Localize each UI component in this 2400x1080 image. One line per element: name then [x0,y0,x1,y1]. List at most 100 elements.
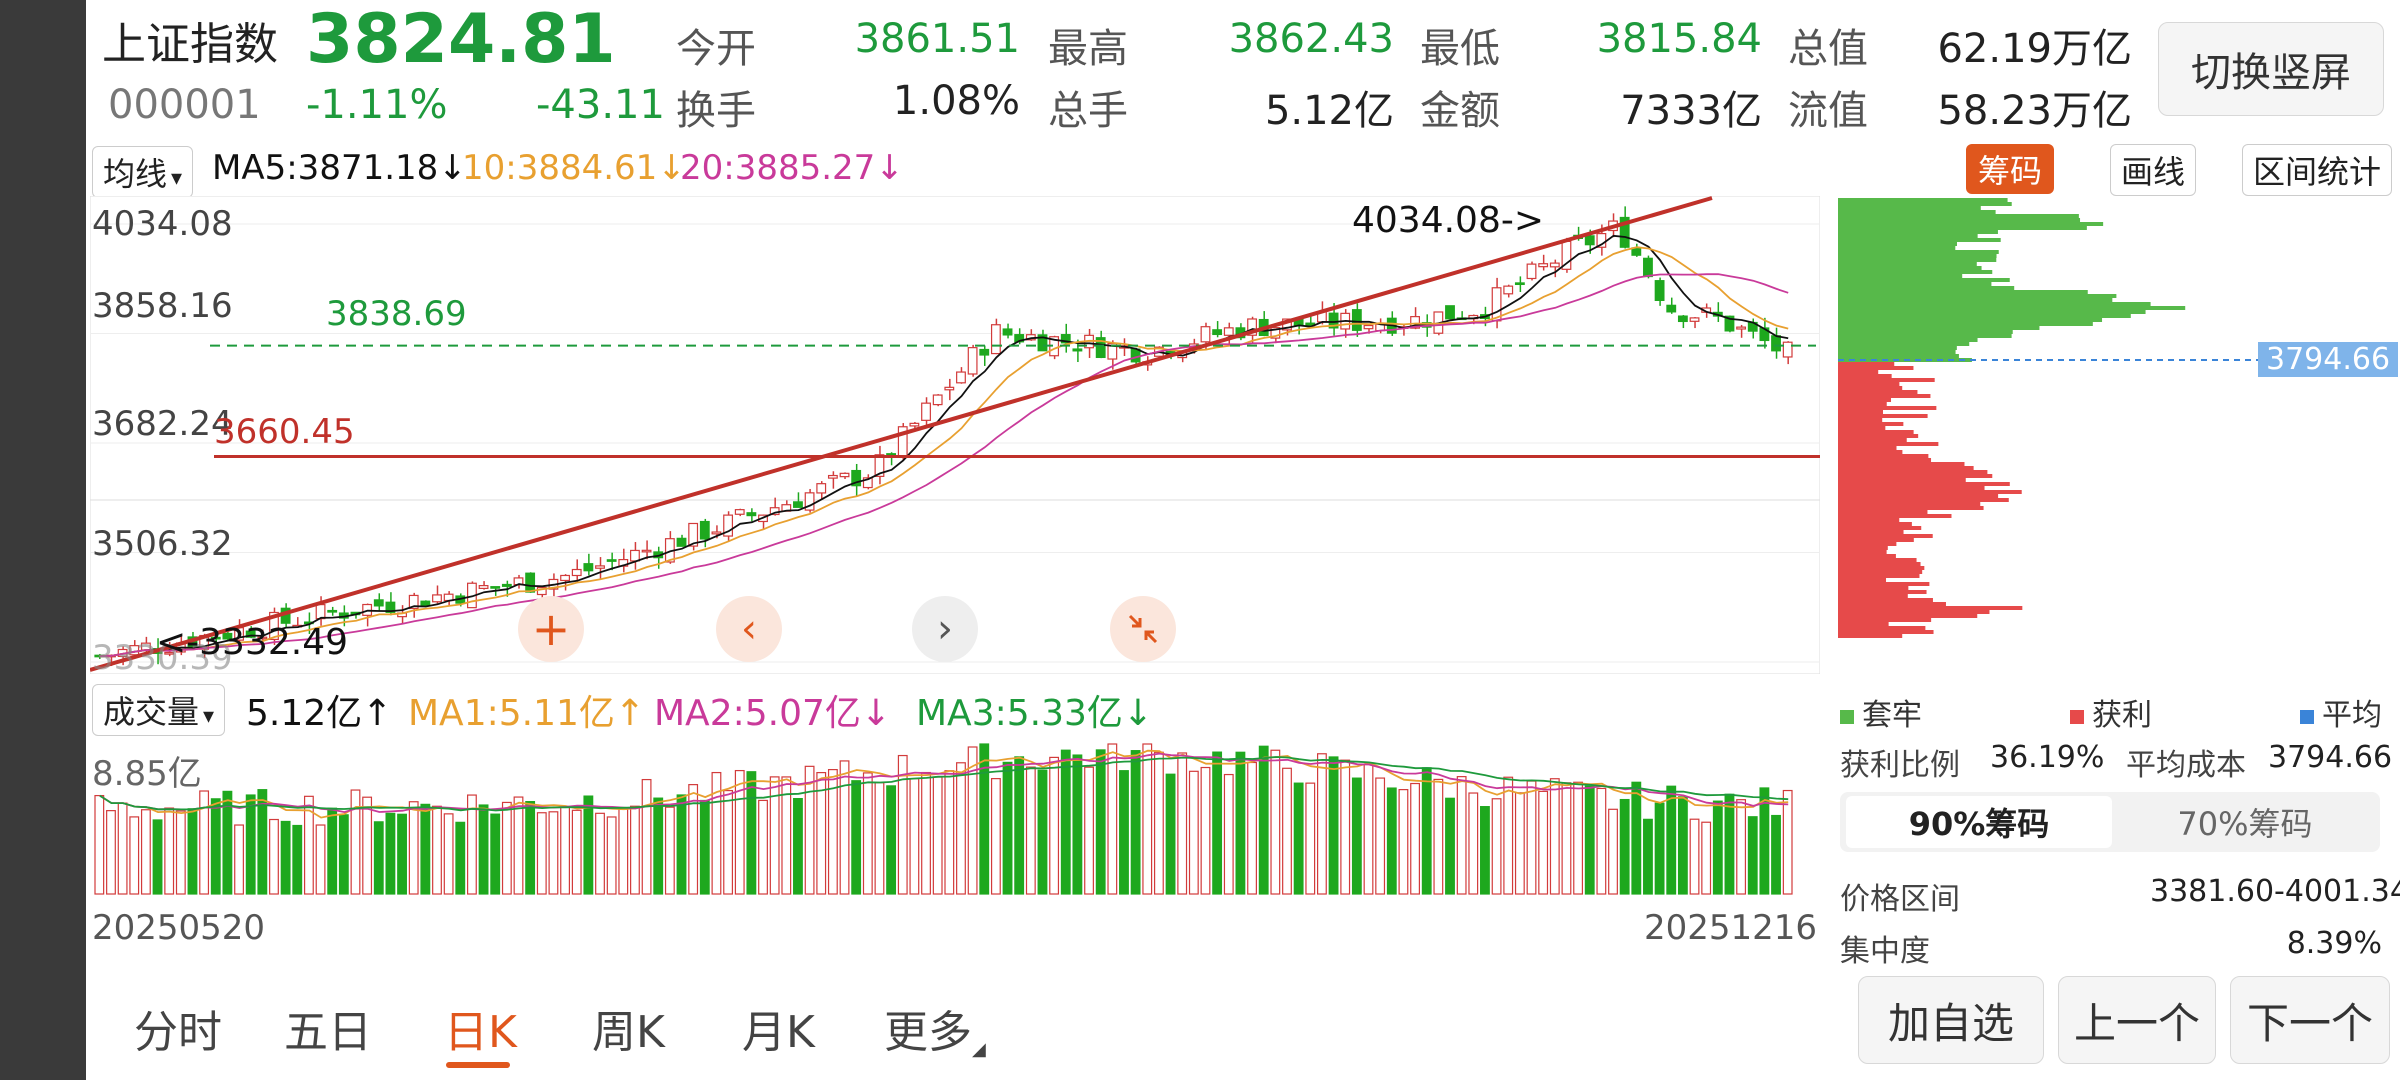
volume-chart[interactable] [90,734,1820,896]
chip-bar-profit [1838,514,1952,518]
zoom-in-button[interactable]: + [518,596,584,662]
indicator-selector[interactable]: 均线 ▾ [92,146,194,198]
legend-profit-swatch [2070,709,2084,724]
chip-bar-profit [1838,614,1978,618]
volume-indicator-selector[interactable]: 成交量 ▾ [92,684,226,736]
scroll-right-button[interactable]: › [912,596,978,662]
chip-bar-profit [1838,546,1888,550]
chip-bar-profit [1838,494,1999,498]
chip-bar-loss [1838,354,1959,358]
candle-body [1584,235,1595,246]
candle-body [1247,318,1257,336]
candlestick-chart[interactable] [90,196,1820,674]
chip-bar-loss [1838,254,1997,258]
candle-body [793,501,803,508]
candle-body [269,611,279,641]
volume-bar [1724,793,1735,895]
tab-70-chip[interactable]: 70%筹码 [2112,796,2378,848]
volume-bar [362,796,373,895]
tab-90-chip[interactable]: 90%筹码 [1846,796,2112,848]
avg-cost-label: 平均成本 [2126,748,2246,783]
next-button[interactable]: 下一个 [2230,976,2390,1064]
collapse-icon [1128,614,1158,644]
tab-weekly-k[interactable]: 周K [592,1007,665,1058]
chip-bar-profit [1838,558,1917,562]
volume-bar [1701,821,1712,895]
volume-bar [1514,792,1525,895]
volume-bar [513,796,524,895]
volume-bar [245,794,256,895]
volume-bar [397,813,407,895]
candle-body [990,324,1001,355]
candle-body [804,492,815,511]
tab-intraday[interactable]: 分时 [134,1007,222,1058]
chip-bar-profit [1838,370,1879,374]
draw-line-button[interactable]: 画线 [2110,144,2197,196]
candle-body [1200,326,1211,343]
chip-bar-loss [1838,350,1956,354]
add-watchlist-button[interactable]: 加自选 [1858,976,2044,1064]
scroll-left-button[interactable]: ‹ [716,596,782,662]
chip-bar-profit [1838,490,2022,494]
candle-body [967,347,978,375]
tab-more[interactable]: 更多◢ [884,996,986,1060]
chip-bar-loss [1838,334,2012,338]
volume-bar [152,819,163,895]
volume-bar [1258,745,1269,895]
volume-bar [1689,818,1700,895]
volume-bar [1782,789,1793,895]
profit-ratio-value: 36.19% [1990,740,2105,775]
candle-body [944,386,955,391]
volume-bar [1503,776,1514,895]
chip-bar-loss [1838,294,2117,298]
candle-body [839,472,850,478]
volume-bar [1293,782,1304,895]
legend-profit: 获利 [2070,690,2152,734]
chip-bar-profit [1838,478,1966,482]
chip-distribution-button[interactable]: 筹码 [1966,144,2055,194]
chip-bar-profit [1838,474,1993,478]
volume-bar [1608,808,1618,895]
chip-bar-loss [1838,214,2079,218]
candle-body [1666,304,1677,313]
ma5-line [99,234,1789,658]
tab-monthly-k[interactable]: 月K [742,1007,815,1058]
interval-stats-button[interactable]: 区间统计 [2242,144,2393,196]
volume-bar [467,794,477,895]
candle-body [816,483,827,494]
chip-bar-profit [1838,502,1981,506]
previous-button[interactable]: 上一个 [2058,976,2216,1064]
dropdown-icon: ▾ [171,166,183,191]
chevron-left-icon: ‹ [741,606,757,652]
chip-bar-profit [1838,570,1923,574]
plus-icon: + [531,602,571,656]
tab-70-chip-label: 70%筹码 [2177,805,2313,843]
chip-bar-loss [1838,298,2113,302]
volume-bar [1200,766,1211,895]
volume-bar [1282,767,1292,895]
switch-portrait-button[interactable]: 切换竖屏 [2158,22,2384,116]
volume-bar [1002,761,1013,895]
candle-body [408,594,419,610]
legend-loss: 套牢 [1840,690,1922,734]
float-cap-value: 58.23万亿 [1937,88,2132,134]
candle-body [501,583,512,587]
volume-bar [664,806,675,895]
volume-bar [1573,781,1584,895]
red-line-price: 3660.45 [214,412,355,452]
change-percent: -1.11% [306,82,448,128]
chip-bar-loss [1838,234,1978,238]
volume-bar [1759,787,1770,895]
chip-bar-profit [1838,598,1933,602]
tab-daily-k[interactable]: 日K [444,1007,517,1058]
candle-body [1130,348,1141,363]
chip-bar-loss [1838,306,2186,310]
volume-bar [490,813,501,895]
tab-five-day[interactable]: 五日 [284,1007,372,1058]
chip-bar-profit [1838,626,1926,630]
chip-bar-profit [1838,522,1912,526]
market-cap-value: 62.19万亿 [1937,26,2132,72]
change-amount: -43.11 [536,82,665,128]
collapse-button[interactable] [1110,596,1176,662]
candle-body [1212,329,1223,336]
